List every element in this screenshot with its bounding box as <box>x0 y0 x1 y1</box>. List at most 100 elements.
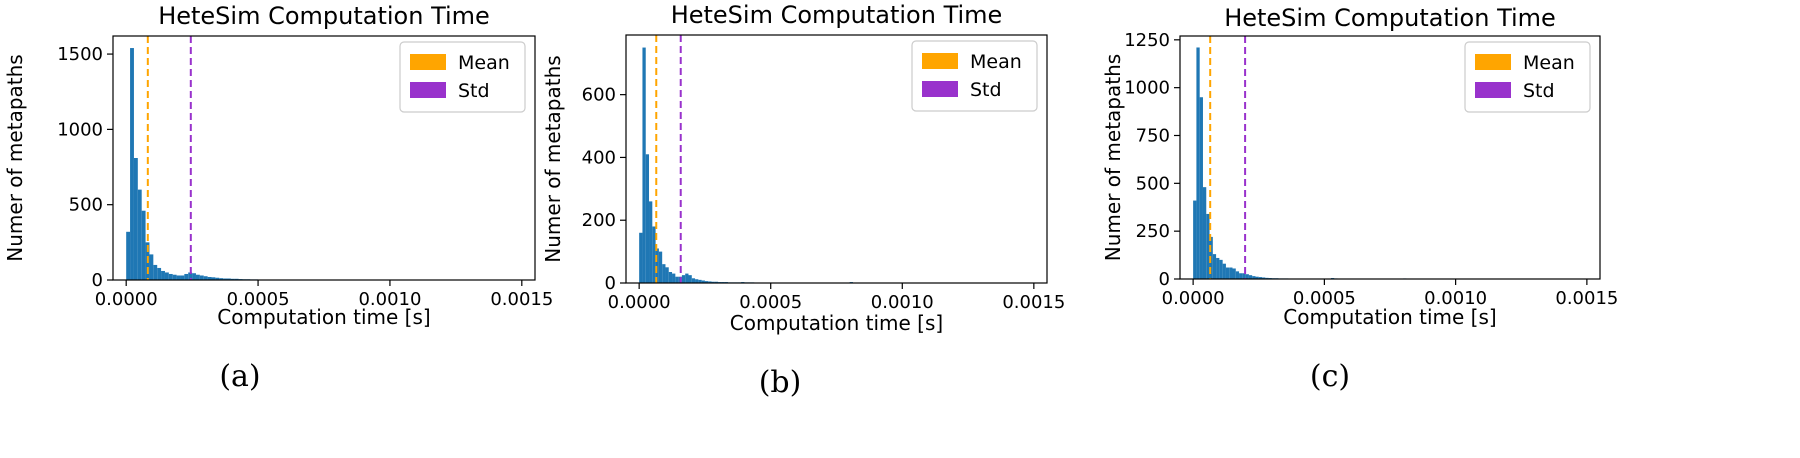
legend-label: Std <box>970 79 1002 101</box>
histogram-bar <box>714 281 719 283</box>
histogram-bar <box>672 273 676 283</box>
histogram-bar <box>1229 267 1233 279</box>
histogram-bar <box>219 278 224 280</box>
histogram-bar <box>652 226 656 283</box>
histogram-bar <box>199 275 204 280</box>
legend-label: Std <box>1523 80 1555 102</box>
histogram-bar <box>1199 97 1203 279</box>
histogram-bar <box>1212 254 1217 279</box>
histogram-bar <box>642 47 646 283</box>
x-axis-label: Computation time [s] <box>730 311 943 335</box>
plot-frame <box>1179 35 1601 280</box>
histogram-bar <box>1245 274 1249 279</box>
chart-title: HeteSim Computation Time <box>158 2 490 30</box>
histogram-bar <box>215 277 220 280</box>
plot-frame <box>625 34 1048 284</box>
histogram-bar <box>675 276 679 283</box>
x-tick-label: 0.0005 <box>1293 288 1356 309</box>
legend-label: Mean <box>458 52 510 74</box>
histogram-bar <box>1202 187 1207 279</box>
legend-label: Mean <box>1523 52 1575 74</box>
histogram-bar <box>133 158 138 280</box>
histogram-bar <box>153 264 158 280</box>
histogram-bar <box>658 251 663 283</box>
y-axis-label: Numer of metapaths <box>1101 54 1125 261</box>
histogram-bar <box>1196 47 1200 279</box>
histogram-bar <box>1258 277 1263 279</box>
chart-panel-c: 0.0000 0.0005 0.0010 0.0015 0 250 500 750 1000 12… <box>1101 4 1618 394</box>
y-tick-label: 0 <box>605 273 616 294</box>
histogram-bar <box>192 273 196 280</box>
legend: Mean Std <box>911 40 1038 112</box>
histogram-bar <box>708 281 712 283</box>
legend-label: Std <box>458 80 490 102</box>
histogram-bar <box>1219 259 1223 279</box>
histogram-bar <box>711 281 715 283</box>
histogram-bar <box>203 276 208 280</box>
histogram-bar <box>230 278 235 280</box>
panel-caption: (c) <box>1310 359 1350 394</box>
histogram-bar <box>695 279 699 283</box>
y-tick-label: 500 <box>69 195 103 216</box>
histogram-bar <box>207 276 212 280</box>
panel-caption: (b) <box>759 365 802 400</box>
histogram-bar <box>1232 268 1236 279</box>
y-tick-label: 600 <box>582 85 616 106</box>
histogram-bar <box>1193 200 1197 279</box>
legend: Mean Std <box>399 41 526 113</box>
histogram-bar <box>211 277 216 280</box>
histogram-bar <box>126 231 131 280</box>
x-tick-label: 0.0005 <box>227 289 290 310</box>
chart-title: HeteSim Computation Time <box>1224 4 1556 32</box>
histogram-bar <box>649 201 653 283</box>
x-tick-label: 0.0010 <box>358 289 421 310</box>
chart-title: HeteSim Computation Time <box>671 1 1003 29</box>
histogram-bar <box>1225 267 1230 279</box>
histogram-bar <box>639 232 643 283</box>
legend-swatch <box>922 53 958 69</box>
histogram-bar <box>688 275 692 283</box>
histogram-bar <box>188 272 193 280</box>
histogram-bar <box>662 264 666 283</box>
histogram-bar <box>655 248 659 283</box>
histogram-bar <box>704 281 709 283</box>
histogram-bar <box>1242 273 1246 279</box>
histogram-bar <box>668 272 673 283</box>
histogram-bar <box>172 274 177 280</box>
histogram-bar <box>184 273 189 280</box>
histogram-bar <box>176 275 181 280</box>
histogram-bar <box>141 210 146 280</box>
histogram-bar <box>226 278 231 280</box>
y-tick-label: 400 <box>582 147 616 168</box>
histogram-bar <box>701 280 705 283</box>
histogram-bar <box>681 275 686 283</box>
histogram-bar <box>1255 276 1259 279</box>
y-tick-label: 1500 <box>57 44 103 65</box>
histogram-bar <box>137 189 142 280</box>
x-tick-label: 0.0000 <box>608 292 671 313</box>
x-axis-label: Computation time [s] <box>1283 305 1496 329</box>
histogram-bar <box>168 273 173 280</box>
histogram-bar <box>1206 213 1210 279</box>
histogram-bar <box>157 267 162 280</box>
y-tick-label: 250 <box>1136 221 1170 242</box>
y-tick-label: 1000 <box>57 119 103 140</box>
chart-panel-b: 0.0000 0.0005 0.0010 0.0015 0 200 400 600 HeteSi… <box>541 1 1065 400</box>
histogram-bar <box>685 273 689 283</box>
x-tick-label: 0.0000 <box>95 289 158 310</box>
histogram-bar <box>1262 277 1266 279</box>
histogram-bar <box>1235 271 1240 279</box>
histogram-bar <box>164 272 169 280</box>
histogram-bar <box>645 154 650 283</box>
histogram-bar <box>234 278 239 280</box>
histogram-bar <box>698 279 702 283</box>
histogram-bar <box>149 254 154 280</box>
x-tick-label: 0.0015 <box>490 289 553 310</box>
chart-panel-a: 0.0000 0.0005 0.0010 0.0015 0 500 1000 1500 Hete… <box>3 2 553 394</box>
histogram-bar <box>1252 276 1256 279</box>
legend-swatch <box>1475 82 1511 98</box>
histogram-bar <box>1216 257 1220 279</box>
plot-frame <box>112 35 536 281</box>
histogram-bar <box>1239 273 1243 279</box>
